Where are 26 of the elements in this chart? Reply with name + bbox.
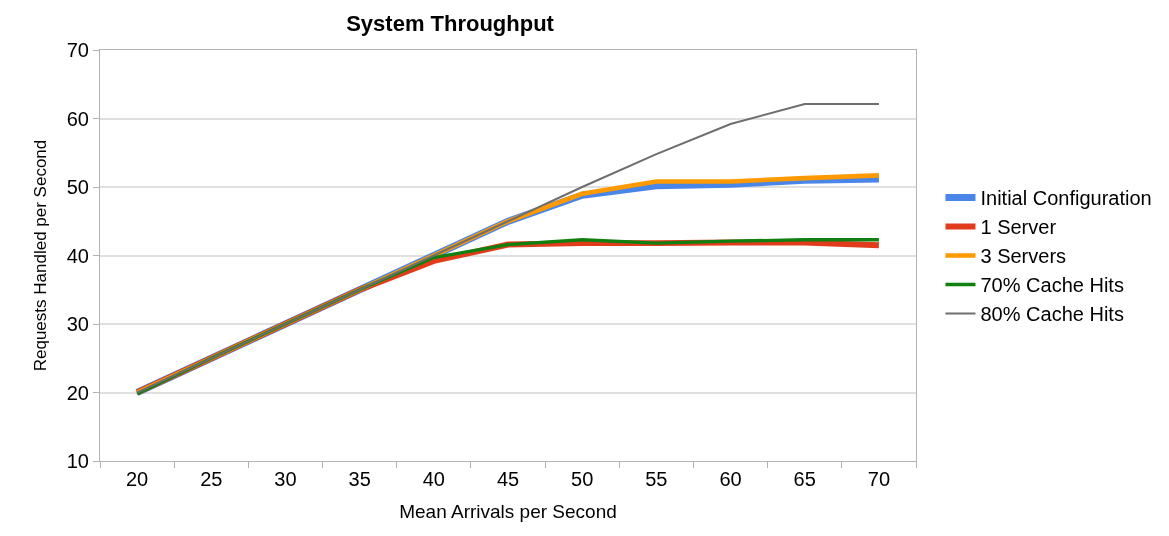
- x-tick-label: 65: [793, 468, 816, 490]
- chart-title: System Throughput: [346, 11, 555, 37]
- x-tick-label: 70: [867, 468, 891, 490]
- y-tick-label: 60: [66, 107, 89, 130]
- x-tick-label: 55: [645, 468, 668, 490]
- legend-label: 70% Cache Hits: [980, 274, 1124, 297]
- legend-label: Initial Configuration: [980, 187, 1152, 210]
- x-axis-title: Mean Arrivals per Second: [399, 500, 617, 522]
- y-tick-label: 20: [66, 381, 89, 404]
- y-tick-label: 30: [66, 313, 89, 335]
- x-tick-label: 40: [422, 468, 445, 490]
- x-tick-label: 50: [571, 468, 594, 490]
- x-tick-label: 45: [496, 468, 520, 490]
- x-tick-label: 20: [125, 468, 149, 490]
- x-tick-label: 25: [200, 468, 223, 490]
- legend-label: 1 Server: [980, 216, 1057, 239]
- legend-label: 80% Cache Hits: [980, 303, 1124, 326]
- x-tick-label: 35: [348, 468, 371, 490]
- x-tick-label: 60: [719, 468, 742, 490]
- y-tick-label: 10: [66, 450, 89, 472]
- y-tick-label: 40: [66, 244, 89, 267]
- x-tick-label: 30: [274, 468, 297, 490]
- y-axis-title: Requests Handled per Second: [31, 139, 51, 372]
- legend-label: 3 Servers: [980, 245, 1067, 268]
- y-tick-label: 70: [66, 39, 89, 61]
- y-tick-label: 50: [66, 176, 89, 198]
